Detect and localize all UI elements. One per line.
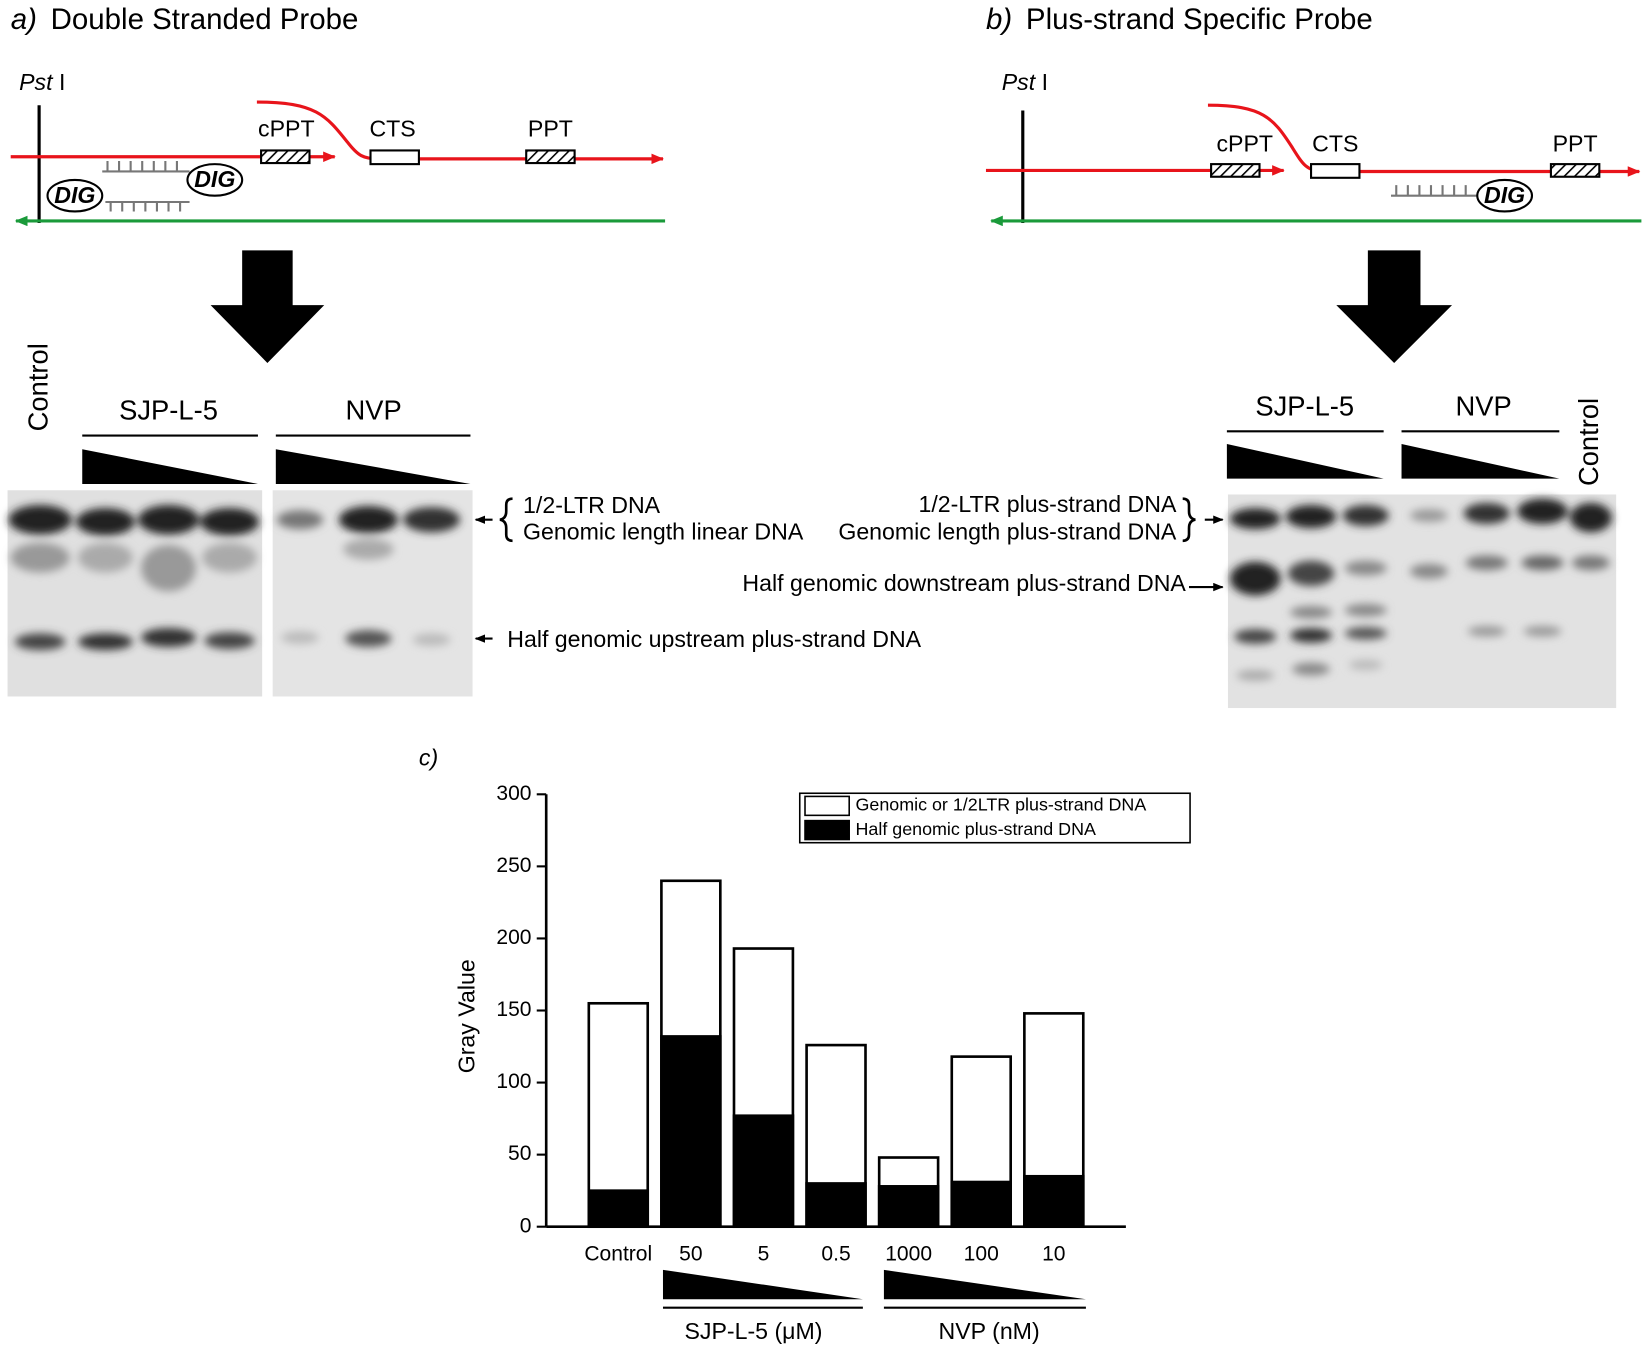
band-label: Half genomic downstream plus-strand DNA [742, 570, 1186, 596]
element-label: cPPT [1216, 130, 1273, 156]
bar [732, 1114, 795, 1229]
site-label: Pst I [1002, 69, 1048, 95]
site-roman: I [1042, 69, 1048, 95]
cts-box [369, 149, 420, 166]
band-label: Genomic length linear DNA [523, 519, 804, 545]
bar [587, 1189, 650, 1229]
panel-label: a) [11, 3, 37, 36]
y-tick-label: 300 [496, 782, 531, 805]
dig-label: DIG [54, 182, 95, 208]
panel-title: Plus-strand Specific Probe [1026, 3, 1373, 36]
lane-label: Control [1573, 398, 1604, 486]
panel-label: b) [986, 3, 1012, 36]
y-tick-label: 150 [496, 998, 531, 1021]
x-tick-label: 1000 [885, 1243, 932, 1266]
probe [1391, 185, 1479, 197]
ppt-box [525, 149, 576, 165]
gradient-wedge [662, 1269, 863, 1300]
big-arrow [210, 250, 325, 363]
legend-swatch [804, 795, 850, 817]
site-italic: Pst [19, 69, 54, 95]
y-tick-label: 250 [496, 854, 531, 877]
panel-a: a) Double Stranded Probe Pst I cPPT CTS … [7, 3, 922, 697]
x-tick-label: 100 [964, 1243, 999, 1266]
y-axis-label: Gray Value [453, 959, 479, 1073]
band-label: 1/2-LTR plus-strand DNA [918, 491, 1176, 517]
y-tick-label: 50 [508, 1142, 531, 1165]
lane-label: NVP [1455, 390, 1511, 421]
element-label: PPT [1553, 130, 1598, 156]
panel-title: Double Stranded Probe [51, 3, 359, 36]
site-label: Pst I [19, 69, 65, 95]
gradient-wedge [1226, 443, 1384, 479]
cts-box [1309, 163, 1361, 179]
legend-label: Half genomic plus-strand DNA [856, 819, 1096, 839]
band-label: Half genomic upstream plus-strand DNA [507, 626, 921, 652]
legend-label: Genomic or 1/2LTR plus-strand DNA [856, 795, 1147, 815]
site-italic: Pst [1002, 69, 1037, 95]
bar [660, 1035, 722, 1229]
band-label: 1/2-LTR DNA [523, 492, 661, 518]
ppt-box [1549, 163, 1601, 178]
x-tick-label: 0.5 [821, 1243, 850, 1266]
y-tick-label: 200 [496, 926, 531, 949]
x-tick-label: 50 [679, 1243, 702, 1266]
dig-label: DIG [1484, 182, 1525, 208]
lane-label: Control [22, 343, 53, 431]
panel-b: b) Plus-strand Specific Probe Pst I cPPT… [742, 3, 1642, 709]
brace [499, 497, 513, 543]
gradient-wedge [1401, 443, 1560, 479]
gel-a [7, 490, 473, 697]
dig-label: DIG [194, 166, 235, 192]
x-tick-label: 10 [1042, 1243, 1065, 1266]
gradient-wedge [82, 449, 258, 484]
bar [805, 1182, 867, 1229]
site-roman: I [59, 69, 65, 95]
bar [950, 1180, 1013, 1229]
lane-label: SJP-L-5 [1255, 390, 1354, 421]
dig-tag [1476, 178, 1534, 213]
bar [877, 1185, 940, 1229]
element-label: PPT [528, 116, 573, 142]
element-label: CTS [369, 116, 415, 142]
panel-label: c) [419, 745, 438, 771]
cppt-box [260, 149, 311, 165]
cppt-box [1210, 163, 1261, 178]
plus-strand-flap [256, 100, 665, 165]
x-tick-label: Control [584, 1243, 652, 1266]
x-tick-label: 5 [758, 1243, 770, 1266]
element-label: CTS [1312, 130, 1358, 156]
big-arrow [1336, 250, 1453, 363]
group-label: NVP (nM) [939, 1318, 1040, 1344]
lane-label: NVP [346, 395, 402, 426]
dig-tag [46, 178, 104, 213]
group-label: SJP-L-5 (μM) [684, 1318, 822, 1344]
lane-label: SJP-L-5 [119, 395, 218, 426]
element-label: cPPT [258, 116, 315, 142]
probe [102, 160, 190, 212]
y-tick-label: 0 [520, 1214, 532, 1237]
legend-swatch [804, 819, 850, 841]
brace [1182, 497, 1196, 543]
panel-c: c) Gray Value SJP-L-5 (μM) NVP (nM) 0 50 1… [419, 745, 1191, 1344]
bar [1023, 1174, 1085, 1229]
band-label: Genomic length plus-strand DNA [838, 519, 1177, 545]
dig-tag [186, 163, 244, 197]
legend-box [798, 792, 1191, 844]
gradient-wedge [275, 449, 471, 484]
gradient-wedge [883, 1269, 1086, 1300]
y-tick-label: 100 [496, 1070, 531, 1093]
gel-b [1227, 494, 1617, 709]
